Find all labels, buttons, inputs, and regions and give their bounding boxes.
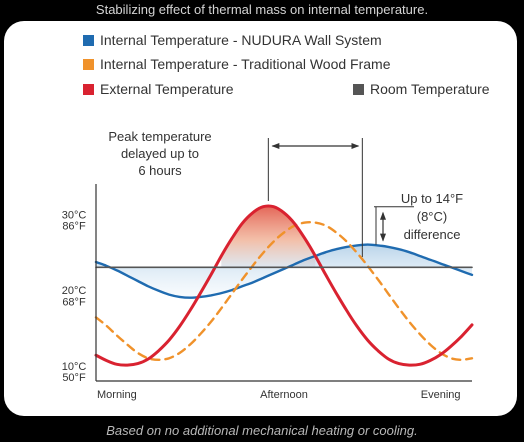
x-tick-label: Morning (97, 389, 137, 401)
nudura-line (94, 243, 474, 299)
legend-swatch (83, 84, 94, 95)
x-tick-label: Evening (421, 389, 461, 401)
difference-annotation-text: difference (404, 227, 461, 242)
delay-annotation-text: Peak temperature (108, 129, 211, 144)
difference-annotation-text: Up to 14°F (401, 191, 463, 206)
footnote: Based on no additional mechanical heatin… (106, 423, 418, 438)
y-tick-label: 50°F (62, 372, 86, 384)
external-peak-fill (221, 205, 316, 268)
difference-annotation-text: (8°C) (417, 209, 447, 224)
legend-label: Internal Temperature - Traditional Wood … (100, 56, 391, 72)
chart-panel: Internal Temperature - NUDURA Wall Syste… (4, 21, 517, 416)
delay-annotation-text: delayed up to (121, 146, 199, 161)
delay-annotation-text: 6 hours (138, 163, 182, 178)
y-tick-label: 10°C (62, 361, 87, 373)
y-tick-label: 68°F (62, 296, 86, 308)
annotations: Peak temperature delayed up to 6 hours Up t… (108, 129, 463, 257)
thermal-chart: Internal Temperature - NUDURA Wall Syste… (62, 32, 490, 401)
nudura-band-fill (96, 244, 472, 298)
legend-label: Room Temperature (370, 81, 490, 97)
legend: Internal Temperature - NUDURA Wall Syste… (83, 32, 490, 97)
legend-label: Internal Temperature - NUDURA Wall Syste… (100, 32, 382, 48)
y-tick-label: 20°C (62, 285, 87, 297)
legend-label: External Temperature (100, 81, 234, 97)
legend-swatch (83, 59, 94, 70)
series-lines (94, 204, 474, 367)
legend-swatch (83, 35, 94, 46)
x-tick-label: Afternoon (260, 389, 308, 401)
axes: 30°C86°F 20°C68°F 10°C50°F Morning Afternoon… (62, 184, 472, 401)
shaded-areas (96, 205, 472, 298)
wood-frame-line (94, 221, 474, 362)
legend-swatch (353, 84, 364, 95)
y-tick-label: 30°C (62, 209, 87, 221)
figure-title: Stabilizing effect of thermal mass on in… (95, 2, 429, 17)
external-line (94, 204, 474, 367)
y-tick-label: 86°F (62, 221, 86, 233)
